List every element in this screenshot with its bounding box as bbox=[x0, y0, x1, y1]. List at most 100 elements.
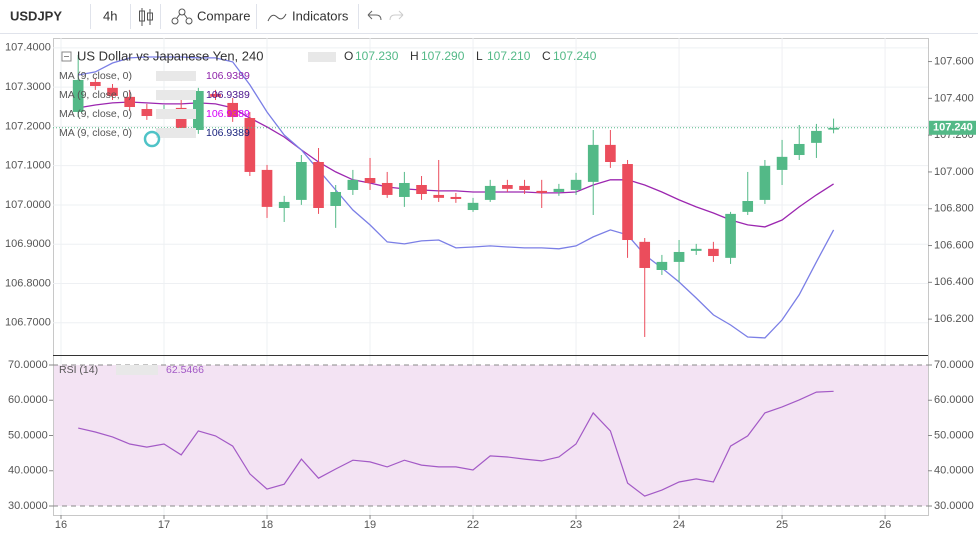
study-name: MA (9, close, 0) bbox=[59, 108, 132, 120]
study-buttons bbox=[156, 90, 196, 100]
ohlc-key: O bbox=[344, 49, 353, 63]
collapse-icon[interactable] bbox=[61, 51, 72, 62]
ohlc-value: 107.230 bbox=[355, 49, 399, 63]
y2-tick-label: 107.600 bbox=[934, 55, 974, 67]
y-tick-label: 107.4000 bbox=[5, 42, 51, 54]
legend-buttons bbox=[116, 365, 158, 375]
x-tick-label: 24 bbox=[673, 519, 685, 531]
candle-body bbox=[244, 118, 256, 172]
study-value: 106.9389 bbox=[206, 89, 250, 101]
candle-body bbox=[502, 185, 513, 189]
ohlc-key: C bbox=[542, 49, 551, 63]
candle-body bbox=[742, 201, 754, 212]
study-buttons bbox=[156, 109, 196, 119]
y2-tick-label: 70.0000 bbox=[934, 359, 974, 371]
candle-body bbox=[656, 261, 668, 271]
y2-tick-label: 30.0000 bbox=[934, 500, 974, 512]
x-tick-label: 22 bbox=[467, 519, 479, 531]
x-tick-label: 16 bbox=[55, 519, 67, 531]
y-tick-label: 107.3000 bbox=[5, 81, 51, 93]
toolbar: USDJPY 4h Compare Indicators bbox=[0, 4, 978, 34]
study-value: 106.9389 bbox=[206, 70, 250, 82]
candle-body bbox=[708, 248, 719, 257]
interval[interactable]: 4h bbox=[103, 8, 117, 23]
study-buttons bbox=[156, 128, 196, 138]
candle-body bbox=[570, 179, 582, 190]
candle-body bbox=[347, 179, 359, 190]
y2-tick-label: 106.600 bbox=[934, 239, 974, 251]
candle-body bbox=[364, 178, 376, 183]
y-tick-label: 30.0000 bbox=[8, 500, 48, 512]
candle-body bbox=[536, 190, 548, 193]
marks-layer bbox=[53, 54, 928, 497]
chart-title: US Dollar vs Japanese Yen, 240 bbox=[77, 48, 263, 63]
ohlc-key: H bbox=[410, 49, 419, 63]
candle-body bbox=[776, 156, 788, 170]
x-tick-label: 17 bbox=[158, 519, 170, 531]
rsi-line bbox=[78, 390, 834, 497]
candle-body bbox=[793, 143, 805, 156]
candle-body bbox=[433, 194, 445, 198]
candle-body bbox=[622, 164, 633, 241]
compare-button[interactable]: Compare bbox=[197, 8, 250, 23]
undo-button[interactable] bbox=[367, 10, 382, 21]
candle-body bbox=[587, 144, 599, 182]
candle-body bbox=[399, 182, 410, 197]
indicators-button[interactable]: Indicators bbox=[292, 8, 349, 23]
study-name: MA (9, close, 0) bbox=[59, 89, 132, 101]
redo-button[interactable] bbox=[389, 10, 404, 21]
y2-tick-label: 106.200 bbox=[934, 313, 974, 325]
y2-tick-label: 106.400 bbox=[934, 276, 974, 288]
symbol[interactable]: USDJPY bbox=[10, 8, 62, 23]
candle-body bbox=[484, 185, 496, 200]
candle-body bbox=[416, 185, 427, 195]
candle-body bbox=[141, 109, 153, 117]
cursor-indicator bbox=[143, 130, 161, 148]
candle-body bbox=[107, 87, 118, 96]
y2-tick-label: 106.800 bbox=[934, 203, 974, 215]
legend-name: RSI (14) bbox=[59, 364, 98, 376]
candle-body bbox=[828, 127, 839, 130]
compare-icon[interactable] bbox=[171, 8, 193, 25]
candle-body bbox=[450, 196, 462, 199]
y2-tick-label: 50.0000 bbox=[934, 429, 974, 441]
y-tick-label: 50.0000 bbox=[8, 429, 48, 441]
ohlc-key: L bbox=[476, 49, 483, 63]
legend-buttons bbox=[308, 52, 336, 62]
candle-body bbox=[193, 90, 204, 130]
candle-body bbox=[210, 93, 221, 97]
candle-body bbox=[296, 162, 307, 200]
candle-body bbox=[124, 96, 135, 107]
y-tick-label: 70.0000 bbox=[8, 359, 48, 371]
rsi-band bbox=[54, 364, 928, 507]
legend-value: 62.5466 bbox=[166, 364, 204, 376]
y2-tick-label: 107.400 bbox=[934, 92, 974, 104]
candle-body bbox=[313, 162, 324, 208]
y-tick-label: 106.8000 bbox=[5, 277, 51, 289]
study-value: 106.9389 bbox=[206, 127, 250, 139]
y2-tick-label: 107.000 bbox=[934, 166, 974, 178]
candle-body bbox=[725, 213, 736, 258]
y-tick-label: 60.0000 bbox=[8, 394, 48, 406]
ohlc-value: 107.210 bbox=[487, 49, 531, 63]
text-layer: US Dollar vs Japanese Yen, 240 16 17 18 19 2… bbox=[5, 42, 976, 531]
candle-body bbox=[227, 102, 239, 117]
indicators-icon[interactable] bbox=[267, 13, 287, 22]
x-tick-label: 23 bbox=[570, 519, 582, 531]
study-buttons bbox=[156, 71, 196, 81]
y2-tick-label: 40.0000 bbox=[934, 465, 974, 477]
candle-body bbox=[759, 165, 771, 200]
y-tick-label: 107.2000 bbox=[5, 120, 51, 132]
candle-body bbox=[553, 188, 565, 192]
candle-body bbox=[90, 81, 101, 87]
ohlc-value: 107.290 bbox=[421, 49, 465, 63]
last-price-label: 107.240 bbox=[933, 122, 973, 134]
x-tick-label: 26 bbox=[879, 519, 891, 531]
moving-average-line bbox=[78, 56, 835, 339]
ohlc-value: 107.240 bbox=[553, 49, 597, 63]
candle-body bbox=[519, 185, 530, 190]
chart-style-button[interactable] bbox=[139, 8, 153, 26]
last-price-box bbox=[929, 120, 976, 135]
